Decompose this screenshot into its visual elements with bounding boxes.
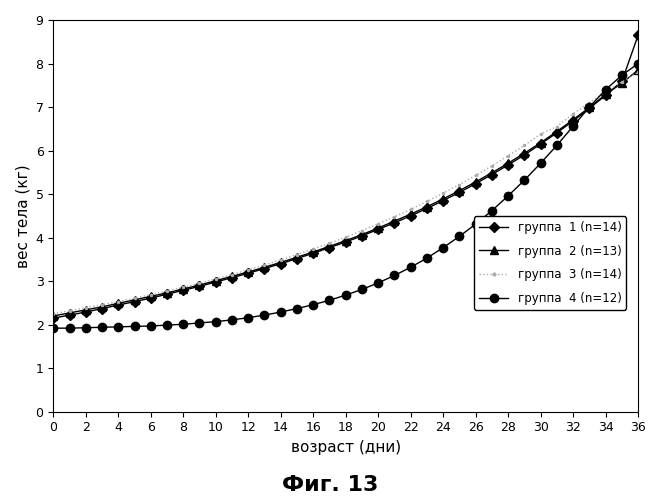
Y-axis label: вес тела (кг): вес тела (кг) bbox=[15, 164, 30, 268]
X-axis label: возраст (дни): возраст (дни) bbox=[291, 440, 401, 455]
Legend: группа  1 (n=14), группа  2 (n=13), группа  3 (n=14), группа  4 (n=12): группа 1 (n=14), группа 2 (n=13), группа… bbox=[474, 216, 627, 310]
Text: Фиг. 13: Фиг. 13 bbox=[282, 475, 379, 495]
